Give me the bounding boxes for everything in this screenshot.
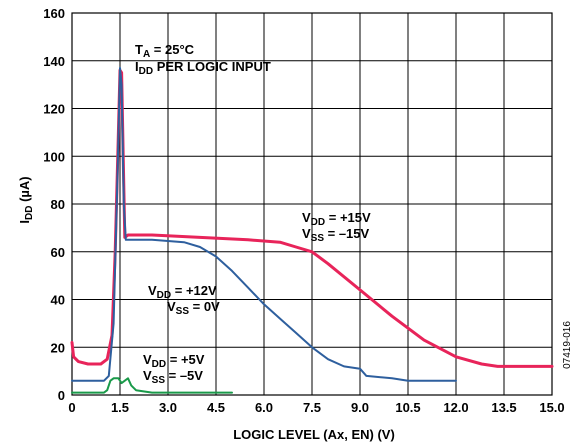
x-tick-label: 3.0	[159, 400, 177, 415]
x-tick-labels: 0 1.5 3.0 4.5 6.0 7.5 9.0 10.5 12.0 13.5 15.0	[68, 400, 564, 415]
annotation-12v-vss: VSS = 0V	[167, 299, 220, 317]
annotation-15v-vss: VSS = –15V	[302, 226, 370, 244]
series-group	[70, 66, 554, 394]
x-tick-label: 15.0	[539, 400, 564, 415]
x-tick-label: 6.0	[255, 400, 273, 415]
annotation-5v-vss: VSS = –5V	[143, 368, 203, 386]
y-tick-label: 60	[51, 245, 65, 260]
x-tick-label: 0	[68, 400, 75, 415]
y-tick-label: 120	[43, 102, 65, 117]
x-tick-label: 4.5	[207, 400, 225, 415]
figure-code-label: 07419-016	[562, 321, 573, 369]
y-tick-label: 100	[43, 149, 65, 164]
y-tick-labels: 0 20 40 60 80 100 120 140 160	[43, 6, 65, 403]
y-tick-label: 160	[43, 6, 65, 21]
x-tick-label: 9.0	[351, 400, 369, 415]
gridlines	[72, 13, 552, 395]
y-axis-title: IDD (µA)	[17, 176, 35, 223]
annotation-12v-vdd: VDD = +12V	[148, 283, 217, 301]
y-tick-label: 0	[58, 388, 65, 403]
series-line-vdd15	[70, 68, 554, 368]
series-line-vdd12	[71, 66, 457, 382]
plot-frame	[71, 12, 553, 396]
x-tick-label: 7.5	[303, 400, 321, 415]
annotation-idd: IDD PER LOGIC INPUT	[135, 59, 271, 77]
series-line-vdd5	[71, 377, 233, 394]
x-axis-title: LOGIC LEVEL (Ax, EN) (V)	[233, 427, 395, 442]
x-tick-label: 13.5	[491, 400, 516, 415]
annotation-5v-vdd: VDD = +5V	[143, 352, 205, 370]
x-tick-label: 12.0	[443, 400, 468, 415]
y-tick-label: 20	[51, 340, 65, 355]
annotation-ta: TA = 25°C	[135, 42, 195, 60]
x-tick-label: 10.5	[395, 400, 420, 415]
y-tick-label: 80	[51, 197, 65, 212]
y-tick-label: 140	[43, 54, 65, 69]
annotation-15v-vdd: VDD = +15V	[302, 210, 371, 228]
y-tick-label: 40	[51, 293, 65, 308]
x-tick-label: 1.5	[111, 400, 129, 415]
